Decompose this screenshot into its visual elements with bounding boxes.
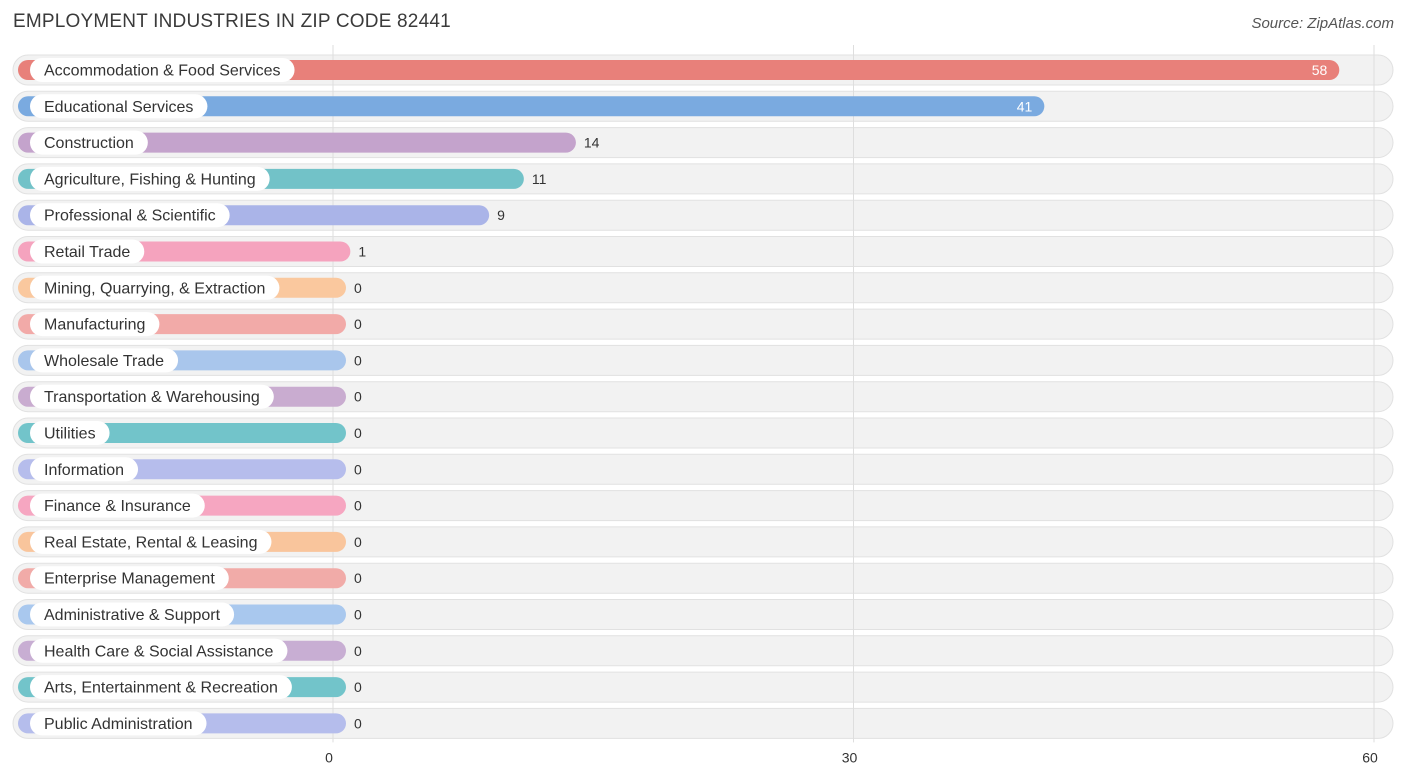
row-track: [12, 236, 1394, 267]
bar-label-pill: [30, 239, 145, 264]
bar-label: Arts, Entertainment & Recreation: [44, 680, 278, 697]
bar-label-pill: [30, 602, 235, 627]
bar-label-pill: [30, 493, 205, 518]
bar-label: Health Care & Social Assistance: [44, 643, 274, 660]
x-tick-label: 30: [842, 749, 858, 765]
bar-label-pill: [30, 529, 272, 554]
bar-label-pill: [30, 711, 207, 736]
value-label: 0: [354, 425, 362, 441]
value-label: 58: [1312, 62, 1328, 78]
value-label: 0: [354, 607, 362, 623]
bar-label: Real Estate, Rental & Leasing: [44, 534, 257, 551]
bar-label: Mining, Quarrying, & Extraction: [44, 280, 265, 297]
bar-label: Information: [44, 462, 124, 479]
bar-label-pill: [30, 638, 288, 663]
value-label: 0: [354, 679, 362, 695]
bar-label: Professional & Scientific: [44, 208, 216, 225]
value-label: 41: [1017, 98, 1033, 114]
bar-label-pill: [30, 275, 280, 300]
chart-title: EMPLOYMENT INDUSTRIES IN ZIP CODE 82441: [13, 11, 451, 32]
row-track: [12, 490, 1394, 522]
value-label: 0: [354, 715, 362, 731]
row-track: [12, 453, 1394, 485]
bar-label: Transportation & Warehousing: [44, 389, 260, 406]
bar-label: Educational Services: [44, 99, 193, 116]
bar-label-pill: [30, 348, 179, 373]
bar-label: Accommodation & Food Services: [44, 63, 281, 80]
x-tick-label: 60: [1362, 749, 1378, 765]
source-note: Source: ZipAtlas.com: [1251, 15, 1394, 32]
bar-label: Administrative & Support: [44, 607, 221, 624]
value-label: 0: [354, 461, 362, 477]
value-label: 0: [354, 534, 362, 550]
bar: [18, 132, 576, 153]
bar-label-pill: [30, 203, 230, 228]
value-label: 0: [354, 498, 362, 514]
bar-label-pill: [30, 58, 295, 82]
value-label: 14: [584, 135, 600, 151]
bar: [18, 60, 1340, 80]
value-label: 0: [354, 316, 362, 332]
row-track: [12, 381, 1394, 413]
value-label: 11: [532, 171, 547, 187]
bar-label-pill: [30, 421, 110, 445]
bar-label: Public Administration: [44, 716, 193, 733]
bar-label: Manufacturing: [44, 317, 145, 334]
bar-label-pill: [30, 166, 270, 191]
value-label: 0: [354, 389, 362, 405]
bar: [18, 96, 1045, 117]
value-label: 1: [358, 244, 366, 260]
bar-label: Enterprise Management: [44, 571, 215, 588]
value-label: 0: [354, 643, 362, 659]
value-label: 0: [354, 280, 362, 296]
row-track: [12, 308, 1394, 340]
value-label: 0: [354, 352, 362, 368]
bar-label: Utilities: [44, 426, 96, 443]
row-track: [12, 599, 1394, 630]
bar-label-pill: [30, 384, 274, 409]
bar-label: Retail Trade: [44, 244, 130, 261]
row-track: [12, 272, 1394, 304]
bar-label: Construction: [44, 135, 134, 152]
row-track: [12, 526, 1394, 558]
bar-label-pill: [30, 130, 148, 155]
x-tick-label: 0: [325, 749, 333, 765]
bar-label-pill: [30, 94, 208, 119]
bar-label: Agriculture, Fishing & Hunting: [44, 171, 256, 188]
row-track: [12, 635, 1394, 667]
bar-label-pill: [30, 675, 292, 700]
bar-label-pill: [30, 566, 229, 591]
bar-label: Wholesale Trade: [44, 353, 164, 370]
bar-label: Finance & Insurance: [44, 498, 191, 515]
row-track: [12, 707, 1394, 739]
bar-label-pill: [30, 312, 160, 337]
value-label: 0: [354, 570, 362, 586]
row-track: [12, 671, 1394, 703]
bar-label-pill: [30, 457, 139, 482]
row-track: [12, 562, 1394, 594]
row-track: [12, 344, 1394, 376]
value-label: 9: [497, 207, 505, 223]
row-track: [12, 417, 1394, 449]
